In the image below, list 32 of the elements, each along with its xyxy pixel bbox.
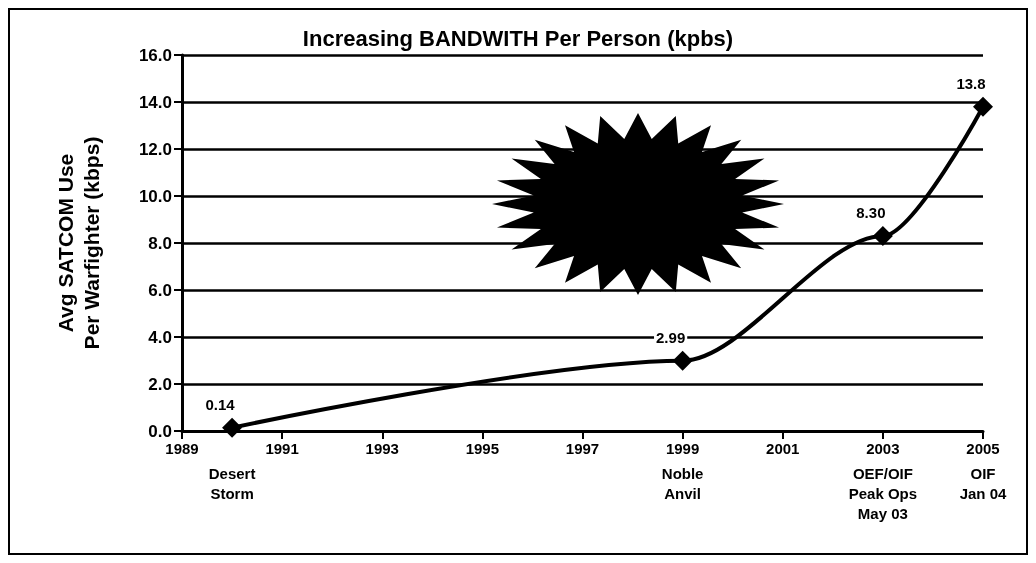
y-tick-label: 6.0: [148, 280, 172, 300]
text: OEF/OIF Peak Ops May 03: [848, 464, 918, 522]
point: [872, 225, 893, 246]
y-tick-label: 4.0: [148, 327, 172, 347]
y-tick-label: 10.0: [138, 186, 172, 206]
x-tick-label: 2003: [866, 440, 900, 457]
x-tick-label: 1989: [165, 440, 199, 457]
y-tick-label: 14.0: [138, 92, 172, 112]
point: [672, 350, 693, 371]
data-label: 2.99: [656, 328, 686, 346]
x-tick-label: 1999: [665, 440, 700, 457]
text: Noble Anvil: [661, 464, 704, 502]
x-tick-label: 1997: [565, 440, 600, 457]
x-tick-label: 1995: [465, 440, 500, 457]
y-tick-label: 8.0: [148, 233, 172, 253]
x-tick-label: 2001: [766, 440, 800, 457]
x-tick-label: 2005: [966, 440, 1000, 457]
data-label: 8.30: [856, 203, 886, 221]
point: [222, 417, 243, 438]
x-tick-label: 1993: [365, 440, 399, 457]
text: Desert Storm: [208, 464, 256, 502]
y-tick-label: 16.0: [138, 45, 172, 65]
x-tick-label: 1991: [265, 440, 299, 457]
y-axis-title: Avg SATCOM Use Per Warfighter (kbps): [53, 136, 103, 350]
chart-title: Increasing BANDWITH Per Person (kpbs): [302, 25, 734, 51]
y-tick-label: 0.0: [148, 421, 172, 441]
data-label: 13.8: [956, 74, 986, 92]
y-tick-label: 2.0: [148, 374, 172, 394]
data-label: 0.14: [205, 395, 236, 413]
text: OIF Jan 04: [959, 464, 1008, 502]
point: [973, 96, 993, 117]
y-tick-label: 12.0: [138, 139, 172, 159]
